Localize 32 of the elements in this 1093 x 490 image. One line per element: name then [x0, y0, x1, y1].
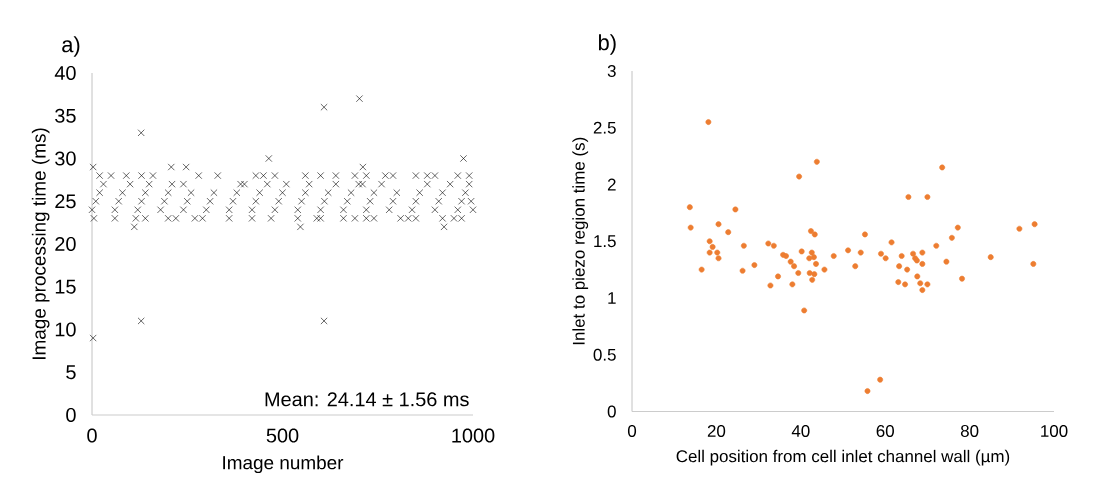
x-tick-label: 500 [266, 428, 299, 443]
y-tick-label: 15 [55, 279, 76, 294]
x-axis-title: Image number [223, 455, 344, 474]
y-tick-label: 30 [55, 151, 76, 166]
y-axis-title: Image processing time (ms) [31, 128, 50, 359]
y-tick-label: 5 [66, 365, 76, 380]
chart-title: b) [598, 34, 616, 55]
chart-title: a) [62, 36, 80, 57]
y-tick-label: 20 [55, 236, 76, 252]
x-tick-label: 1000 [452, 428, 495, 443]
y-tick-label: 10 [55, 322, 76, 337]
x-tick-label: 0 [87, 428, 97, 443]
y-tick-label: 40 [54, 65, 76, 81]
y-tick-label: 25 [55, 194, 76, 209]
y-tick-label: 2.5 [593, 121, 616, 134]
x-tick-label: 20 [707, 425, 726, 437]
x-tick-label: 60 [876, 425, 894, 437]
y-tick-label: 0 [66, 407, 76, 423]
x-tick-label: 80 [960, 425, 979, 437]
y-tick-label: 35 [55, 108, 76, 123]
y-tick-label: 1 [608, 292, 616, 304]
x-tick-label: 0 [627, 425, 637, 437]
x-tick-label: 40 [791, 425, 810, 437]
y-tick-label: 0.5 [593, 348, 616, 361]
y-tick-label: 2 [607, 178, 616, 191]
x-axis-title: Cell position from cell inlet channel wall (µm) [676, 449, 1010, 466]
y-tick-label: 0 [607, 405, 616, 418]
y-axis-title: Inlet to piezo region time (s) [572, 137, 589, 345]
y-tick-label: 1.5 [594, 235, 616, 248]
annotation: Mean: 24.14 ± 1.56 ms [265, 392, 469, 407]
y-tick-label: 3 [607, 64, 616, 77]
x-tick-label: 100 [1041, 425, 1068, 437]
